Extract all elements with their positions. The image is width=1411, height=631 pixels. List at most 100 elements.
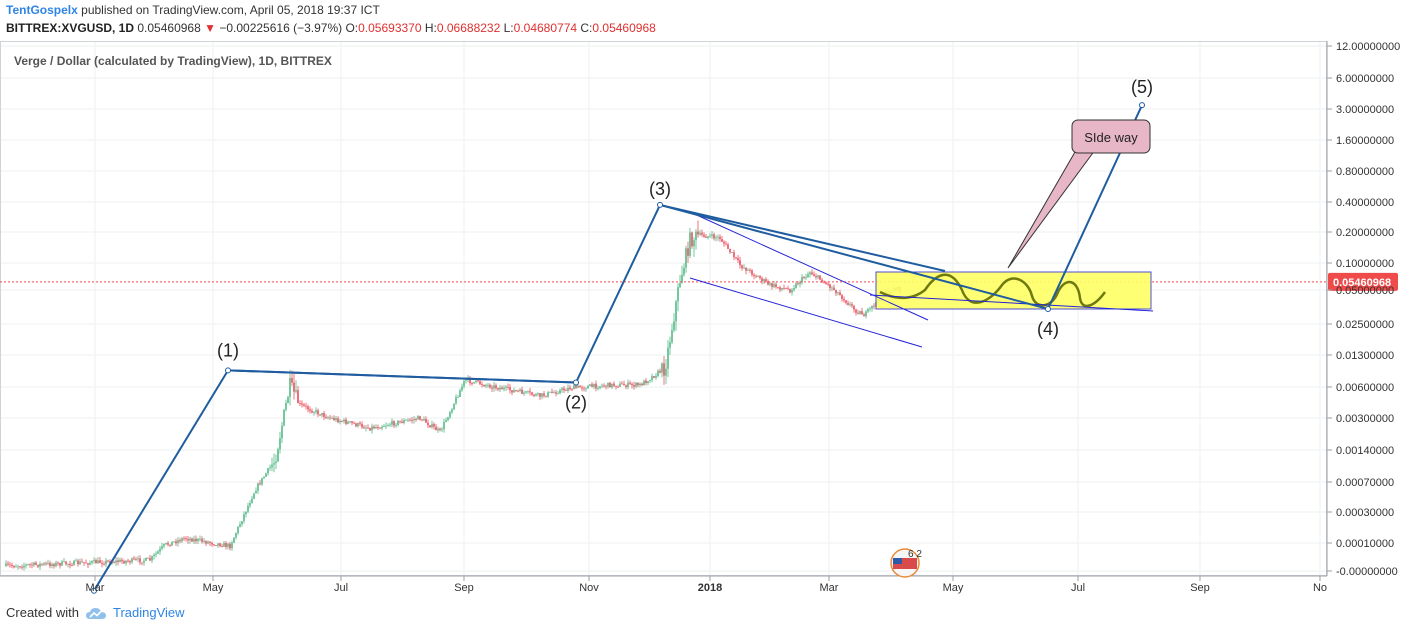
candle	[847, 300, 849, 306]
candle	[611, 383, 613, 389]
candle	[845, 299, 847, 305]
candle	[725, 240, 727, 246]
candle	[273, 453, 275, 473]
candle	[17, 564, 19, 570]
candle-body	[431, 424, 433, 428]
candle	[159, 545, 161, 555]
candle	[669, 336, 671, 355]
candle-body	[803, 277, 805, 278]
candle	[221, 543, 223, 548]
candle-body	[599, 386, 601, 389]
candle-body	[169, 544, 171, 546]
candle-body	[661, 363, 663, 373]
candle	[729, 248, 731, 254]
candle-body	[469, 378, 471, 384]
candle	[207, 540, 209, 545]
candle	[259, 480, 261, 486]
candle-body	[33, 562, 35, 566]
candle	[863, 312, 865, 317]
author-link[interactable]: TentGospelx	[6, 3, 78, 17]
candle-body	[47, 562, 49, 564]
callout-pointer	[1007, 149, 1097, 269]
candle	[139, 555, 141, 565]
event-badge-label: 6 2	[908, 549, 922, 560]
candle	[99, 557, 101, 564]
tradingview-link[interactable]: TradingView	[112, 605, 185, 620]
candle-body	[789, 289, 791, 293]
candle-body	[679, 283, 681, 288]
candle	[661, 362, 663, 378]
candle	[425, 416, 427, 423]
candle-body	[745, 267, 747, 271]
candle	[651, 373, 653, 383]
candle	[363, 424, 365, 429]
candle-body	[595, 383, 597, 389]
candle-body	[289, 378, 291, 397]
candle	[855, 308, 857, 316]
candle	[411, 416, 413, 424]
candle-body	[67, 563, 69, 565]
wave-point	[1045, 305, 1051, 312]
candle-body	[95, 560, 97, 564]
candle	[359, 420, 361, 427]
candle	[809, 271, 811, 278]
candle	[601, 383, 603, 389]
candle-body	[819, 275, 821, 280]
candle	[671, 323, 673, 345]
candle-body	[843, 298, 845, 301]
candle-body	[543, 393, 545, 396]
candle-body	[9, 564, 11, 566]
candle-body	[439, 428, 441, 430]
candle-body	[251, 498, 253, 504]
candle	[653, 376, 655, 379]
candle-body	[751, 270, 753, 275]
candle-body	[733, 252, 735, 258]
candle-body	[589, 384, 591, 387]
candle	[593, 383, 595, 390]
x-tick-label: Sep	[454, 582, 474, 594]
candle	[455, 394, 457, 405]
candle	[705, 234, 707, 238]
candle-body	[221, 546, 223, 548]
candle-body	[737, 258, 739, 261]
candle	[319, 414, 321, 417]
candle	[599, 386, 601, 390]
price-chart[interactable]: Verge / Dollar (calculated by TradingVie…	[0, 40, 1411, 600]
candle	[463, 380, 465, 389]
candle	[13, 565, 15, 569]
candle	[603, 383, 605, 388]
candle-body	[763, 279, 765, 282]
candle	[553, 390, 555, 394]
candle	[701, 229, 703, 237]
wave-point	[573, 379, 579, 386]
candle-body	[697, 231, 699, 235]
candle	[271, 457, 273, 472]
candle	[257, 482, 259, 495]
candle-body	[627, 382, 629, 388]
candle-body	[813, 274, 815, 277]
candle-body	[351, 421, 353, 423]
candle	[447, 416, 449, 422]
candle	[193, 535, 195, 545]
candle-body	[177, 540, 179, 544]
candle-body	[71, 565, 73, 567]
candle-body	[261, 477, 263, 485]
candle	[529, 387, 531, 396]
candle-body	[369, 427, 371, 431]
candle	[151, 555, 153, 563]
candle-body	[711, 234, 713, 236]
candle	[817, 274, 819, 280]
candle-body	[23, 565, 25, 568]
candle-body	[429, 425, 431, 428]
candle-body	[231, 542, 233, 549]
candle	[479, 380, 481, 386]
candle-body	[7, 563, 9, 565]
candle-body	[11, 564, 13, 566]
candle-body	[769, 283, 771, 285]
candle-body	[79, 561, 81, 565]
candle	[867, 307, 869, 314]
candle	[643, 379, 645, 386]
candle-body	[791, 290, 793, 293]
wave-1-2-link	[227, 369, 577, 384]
candle-body	[257, 483, 259, 491]
